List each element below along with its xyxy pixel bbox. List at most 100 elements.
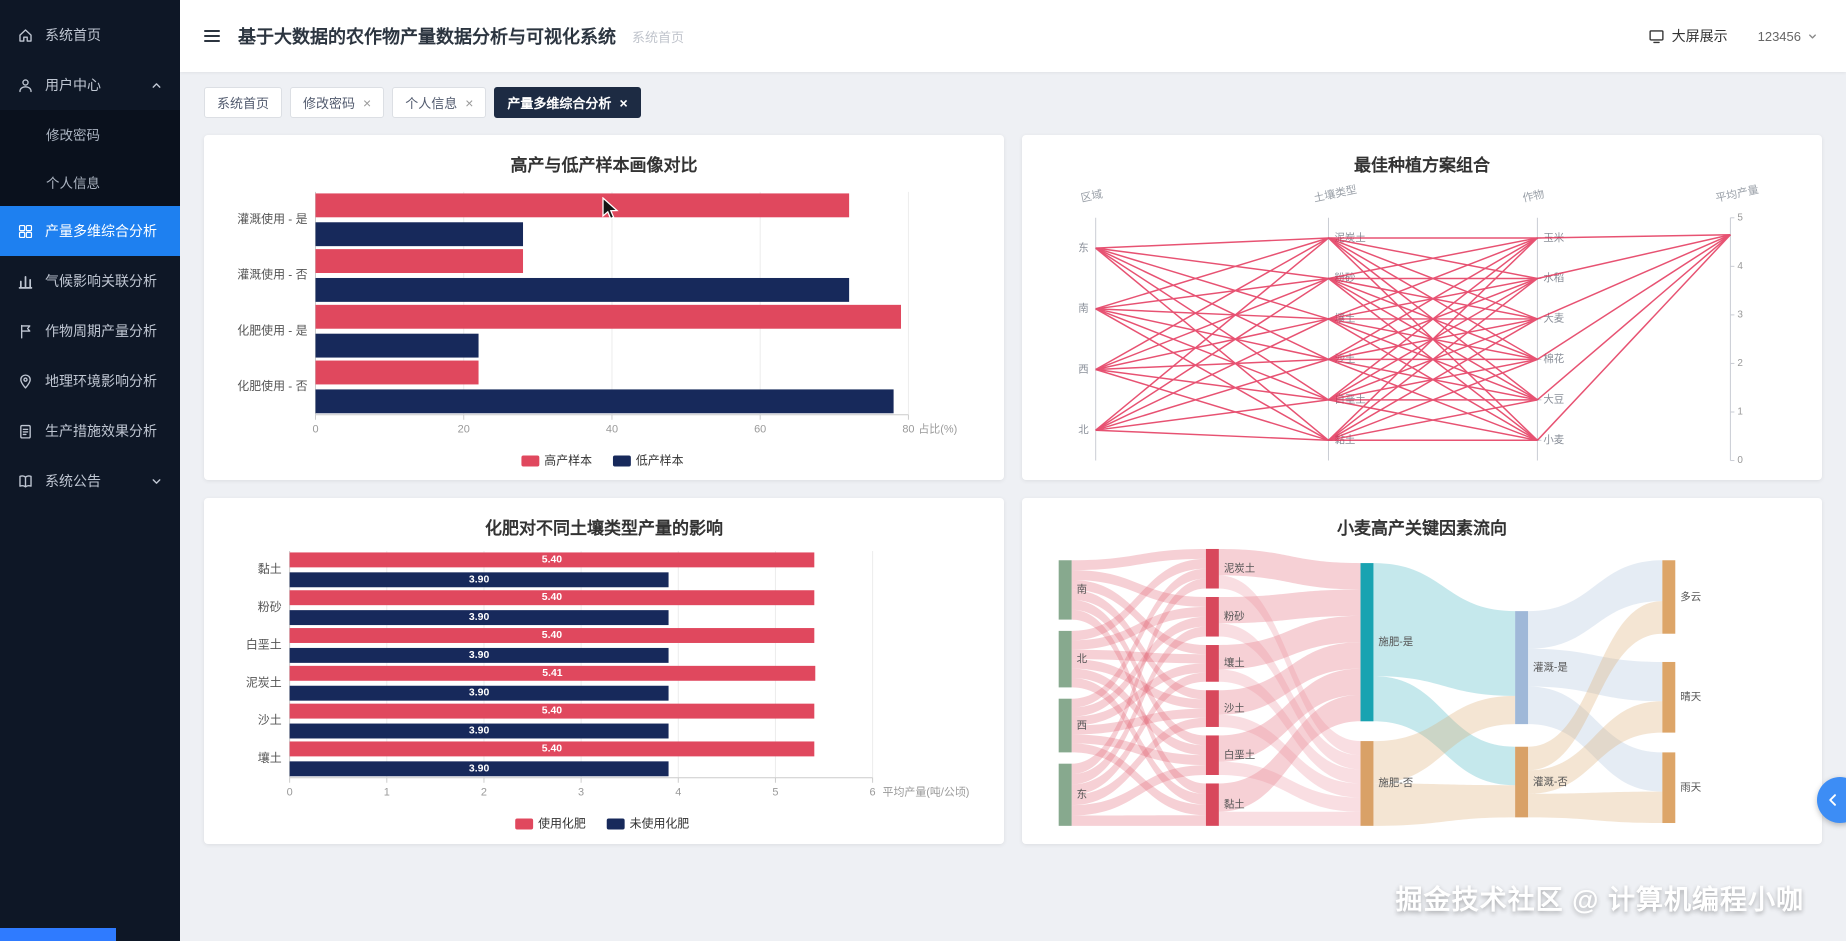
sankey-link[interactable] bbox=[1071, 600, 1206, 746]
legend-swatch[interactable] bbox=[606, 819, 625, 830]
sankey-link[interactable] bbox=[1218, 642, 1361, 716]
bar-segment[interactable] bbox=[289, 552, 815, 568]
sankey-node[interactable] bbox=[1205, 597, 1219, 637]
sankey-node[interactable] bbox=[1058, 699, 1072, 753]
sankey-link[interactable] bbox=[1071, 559, 1206, 641]
sidebar-item-home[interactable]: 系统首页 bbox=[0, 10, 180, 60]
sankey-link[interactable] bbox=[1071, 663, 1206, 726]
sankey-link[interactable] bbox=[1071, 765, 1206, 816]
sankey-link[interactable] bbox=[1373, 676, 1516, 786]
sankey-node[interactable] bbox=[1058, 764, 1072, 827]
sidebar-item-announcements[interactable]: 系统公告 bbox=[0, 456, 180, 506]
sankey-link[interactable] bbox=[1528, 601, 1663, 771]
sidebar-item-climate-analysis[interactable]: 气候影响关联分析 bbox=[0, 256, 180, 306]
sankey-link[interactable] bbox=[1071, 678, 1206, 806]
bar-segment[interactable] bbox=[289, 610, 669, 626]
sankey-link[interactable] bbox=[1218, 549, 1361, 590]
sankey-node[interactable] bbox=[1360, 741, 1374, 827]
sidebar-item-yield-analysis[interactable]: 产量多维综合分析 bbox=[0, 206, 180, 256]
sankey-link[interactable] bbox=[1218, 669, 1361, 763]
sankey-link[interactable] bbox=[1071, 673, 1206, 796]
sankey-link[interactable] bbox=[1071, 734, 1206, 766]
tab-1[interactable]: 修改密码 × bbox=[290, 87, 385, 118]
sankey-link[interactable] bbox=[1071, 570, 1206, 608]
sankey-link[interactable] bbox=[1071, 627, 1206, 785]
sankey-link[interactable] bbox=[1071, 607, 1206, 651]
grouped-bar-chart[interactable]: 0 1 2 3 4 5 6 平均产量(吨/公顷) 黏土 5.40 3.90 粉砂 5.40 3.90 白垩土… bbox=[216, 541, 992, 839]
sankey-link[interactable] bbox=[1071, 669, 1206, 756]
bar-segment[interactable] bbox=[315, 360, 479, 385]
sankey-node[interactable] bbox=[1515, 611, 1529, 725]
bar-segment[interactable] bbox=[289, 572, 669, 588]
hamburger-menu-icon[interactable] bbox=[202, 26, 222, 46]
bar-segment[interactable] bbox=[315, 389, 894, 414]
sankey-link[interactable] bbox=[1071, 709, 1206, 735]
legend-swatch[interactable] bbox=[521, 455, 540, 467]
sankey-link[interactable] bbox=[1218, 623, 1361, 770]
bar-segment[interactable] bbox=[315, 193, 850, 218]
sankey-link[interactable] bbox=[1218, 616, 1361, 670]
sankey-link[interactable] bbox=[1218, 715, 1361, 799]
user-menu[interactable]: 123456 bbox=[1758, 29, 1818, 44]
sidebar-item-geo-analysis[interactable]: 地理环境影响分析 bbox=[0, 356, 180, 406]
sankey-link[interactable] bbox=[1071, 610, 1206, 795]
bar-segment[interactable] bbox=[289, 724, 669, 739]
legend-swatch[interactable] bbox=[515, 819, 534, 830]
parallel-coordinates-chart[interactable]: 区域东南西北土壤类型泥炭土粉砂壤土沙土白垩土黏土作物玉米水稻大麦棉花大豆小麦平均… bbox=[1034, 178, 1810, 476]
sankey-link[interactable] bbox=[1528, 701, 1663, 795]
sidebar-item-measure-analysis[interactable]: 生产措施效果分析 bbox=[0, 406, 180, 456]
sankey-link[interactable] bbox=[1071, 718, 1206, 806]
sidebar-item-crop-cycle-analysis[interactable]: 作物周期产量分析 bbox=[0, 306, 180, 356]
sankey-link[interactable] bbox=[1071, 815, 1206, 827]
bar-segment[interactable] bbox=[315, 222, 524, 247]
sankey-link[interactable] bbox=[1071, 579, 1206, 775]
sankey-link[interactable] bbox=[1071, 650, 1206, 664]
sankey-node[interactable] bbox=[1205, 735, 1219, 776]
sankey-link[interactable] bbox=[1373, 783, 1516, 827]
sankey-link[interactable] bbox=[1071, 549, 1206, 571]
bar-segment[interactable] bbox=[289, 666, 816, 682]
tab-3[interactable]: 产量多维综合分析 × bbox=[494, 87, 641, 118]
sankey-link[interactable] bbox=[1218, 812, 1361, 827]
sankey-node[interactable] bbox=[1662, 560, 1676, 635]
tab-0[interactable]: 系统首页 bbox=[204, 87, 283, 118]
sankey-link[interactable] bbox=[1071, 580, 1206, 655]
bar-segment[interactable] bbox=[289, 628, 815, 644]
sankey-link[interactable] bbox=[1528, 649, 1663, 702]
bar-segment[interactable] bbox=[315, 249, 524, 274]
sankey-node[interactable] bbox=[1058, 631, 1072, 688]
tab-close-icon[interactable]: × bbox=[619, 94, 628, 111]
sankey-link[interactable] bbox=[1071, 743, 1206, 816]
sankey-node[interactable] bbox=[1205, 549, 1219, 589]
sankey-link[interactable] bbox=[1528, 560, 1663, 650]
sankey-link[interactable] bbox=[1218, 589, 1361, 624]
bar-segment[interactable] bbox=[289, 741, 815, 757]
big-screen-button[interactable]: 大屏展示 bbox=[1648, 26, 1728, 46]
sankey-node[interactable] bbox=[1662, 752, 1676, 824]
bar-segment[interactable] bbox=[289, 648, 669, 664]
sankey-link[interactable] bbox=[1071, 617, 1206, 718]
sankey-link[interactable] bbox=[1071, 659, 1206, 710]
sidebar-subitem-profile[interactable]: 个人信息 bbox=[46, 176, 100, 191]
sankey-node[interactable] bbox=[1662, 662, 1676, 734]
sankey-node[interactable] bbox=[1205, 645, 1219, 683]
tab-close-icon[interactable]: × bbox=[363, 94, 372, 111]
sankey-node[interactable] bbox=[1360, 563, 1374, 722]
tab-close-icon[interactable]: × bbox=[465, 94, 474, 111]
sankey-link[interactable] bbox=[1528, 792, 1663, 824]
sankey-node[interactable] bbox=[1058, 560, 1072, 621]
sankey-link[interactable] bbox=[1218, 669, 1361, 784]
sankey-link[interactable] bbox=[1071, 590, 1206, 700]
sankey-link[interactable] bbox=[1373, 563, 1516, 697]
sidebar-item-user-center[interactable]: 用户中心 bbox=[0, 60, 180, 110]
bar-segment[interactable] bbox=[315, 277, 850, 302]
sankey-node[interactable] bbox=[1205, 783, 1219, 827]
sankey-link[interactable] bbox=[1218, 575, 1361, 756]
bar-segment[interactable] bbox=[289, 761, 669, 777]
bar-segment[interactable] bbox=[315, 333, 479, 358]
sidebar-subitem-change-password[interactable]: 修改密码 bbox=[46, 128, 100, 143]
legend-swatch[interactable] bbox=[612, 455, 631, 467]
sankey-node[interactable] bbox=[1515, 747, 1529, 818]
